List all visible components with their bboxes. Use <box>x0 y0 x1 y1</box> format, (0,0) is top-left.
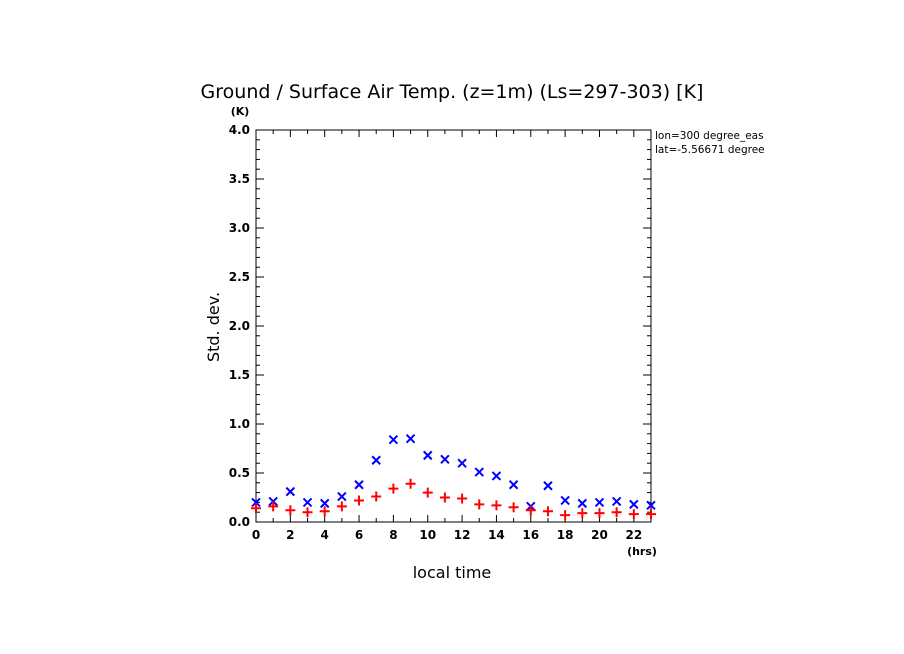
y-tick-label: 1.5 <box>229 368 250 382</box>
x-unit-label: (hrs) <box>627 545 657 558</box>
x-tick-label: 10 <box>419 528 436 542</box>
data-point-plus-marker <box>319 506 330 517</box>
x-tick-label: 18 <box>557 528 574 542</box>
x-tick-label: 2 <box>286 528 294 542</box>
data-point-plus-marker <box>542 506 553 517</box>
data-point-plus-marker <box>336 501 347 512</box>
data-point-x-marker <box>594 497 605 508</box>
data-point-x-marker <box>440 454 450 464</box>
x-tick-label: 16 <box>522 528 539 542</box>
plot-frame <box>255 129 652 523</box>
data-point-x-marker <box>611 496 622 507</box>
data-point-plus-marker <box>491 500 502 511</box>
data-point-plus-marker <box>474 499 485 510</box>
x-tick-label: 12 <box>454 528 471 542</box>
data-point-plus-marker <box>457 493 468 504</box>
data-point-plus-marker <box>628 509 639 520</box>
data-point-plus-marker <box>646 509 656 520</box>
x-tick-label: 0 <box>252 528 260 542</box>
annotation-lon: lon=300 degree_eas <box>655 130 764 142</box>
y-tick-label: 2.5 <box>229 270 250 284</box>
data-point-plus-marker <box>405 478 416 489</box>
x-tick-label: 22 <box>625 528 642 542</box>
data-point-x-marker <box>337 491 347 502</box>
x-tick-label: 6 <box>355 528 363 542</box>
y-tick-label: 1.0 <box>229 417 250 431</box>
data-point-plus-marker <box>422 487 433 498</box>
data-point-x-marker <box>646 500 656 511</box>
data-point-x-marker <box>354 480 364 490</box>
data-point-plus-marker <box>251 503 261 514</box>
data-point-x-marker <box>423 450 433 461</box>
x-tick-label: 20 <box>591 528 608 542</box>
data-point-x-marker <box>251 497 261 508</box>
data-point-plus-marker <box>285 505 296 516</box>
data-point-x-marker <box>285 486 296 497</box>
data-point-x-marker <box>405 433 416 444</box>
data-point-x-marker <box>577 498 588 509</box>
data-point-plus-marker <box>354 495 365 506</box>
x-tick-label: 4 <box>321 528 329 542</box>
data-point-x-marker <box>457 458 467 468</box>
data-point-x-marker <box>474 467 484 477</box>
data-point-x-marker <box>388 434 399 445</box>
data-point-plus-marker <box>577 508 588 519</box>
y-tick-label: 3.5 <box>229 172 250 186</box>
y-tick-label: 0.0 <box>229 515 250 529</box>
data-point-x-marker <box>491 471 502 481</box>
data-point-x-marker <box>371 455 381 465</box>
data-point-plus-marker <box>525 505 536 516</box>
x-tick-label: 14 <box>488 528 505 542</box>
y-tick-label: 0.5 <box>229 466 250 480</box>
data-point-x-marker <box>319 498 330 509</box>
plot-area: 0 2 4 6 8 10 12 14 16 18 20 22 0.0 0.5 1.0 1.5 2.0 2.5 3.0… <box>229 123 656 542</box>
chart-title: Ground / Surface Air Temp. (z=1m) (Ls=29… <box>201 81 704 103</box>
y-axis-label: Std. dev. <box>204 292 223 362</box>
y-unit-label: (K) <box>231 105 250 118</box>
data-point-plus-marker <box>560 510 571 521</box>
annotation-lat: lat=-5.56671 degree <box>655 144 765 156</box>
data-point-x-marker <box>560 495 570 506</box>
y-tick-label: 3.0 <box>229 221 250 235</box>
data-point-plus-marker <box>594 508 605 519</box>
data-point-plus-marker <box>371 491 382 502</box>
data-point-plus-marker <box>268 501 279 512</box>
y-tick-label: 4.0 <box>229 123 250 137</box>
y-tick-label: 2.0 <box>229 319 250 333</box>
data-point-x-marker <box>543 481 553 491</box>
data-point-x-marker <box>508 480 519 490</box>
data-point-x-marker <box>629 499 639 510</box>
data-point-plus-marker <box>508 502 519 513</box>
x-tick-label: 8 <box>389 528 397 542</box>
data-point-plus-marker <box>611 507 622 518</box>
data-point-x-marker <box>302 497 313 508</box>
data-point-plus-marker <box>302 507 313 518</box>
x-axis-label: local time <box>413 563 492 582</box>
data-point-plus-marker <box>388 483 399 494</box>
data-point-plus-marker <box>439 492 450 503</box>
